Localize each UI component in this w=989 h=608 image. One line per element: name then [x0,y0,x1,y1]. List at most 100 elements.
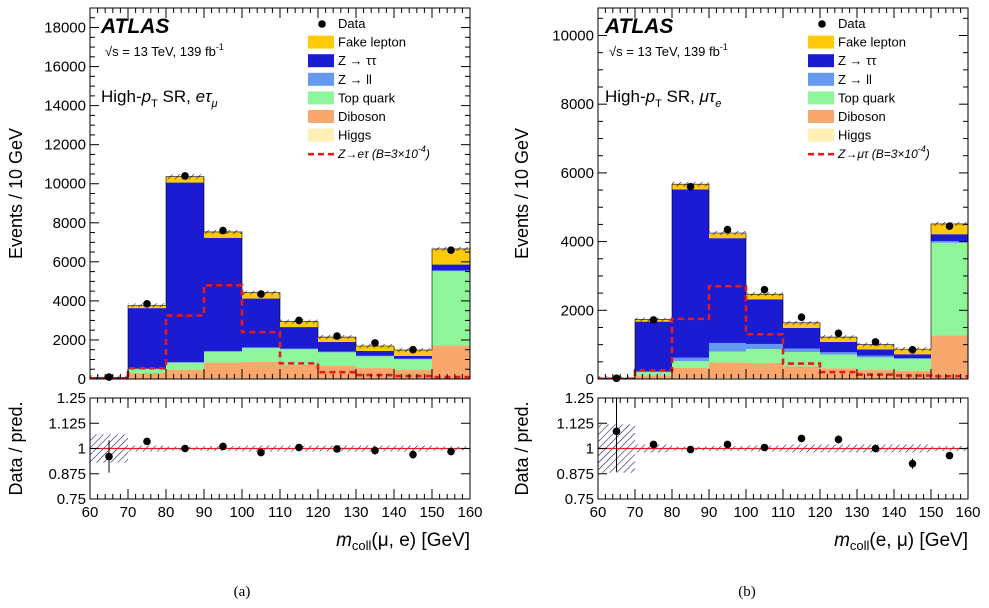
bar-segment [820,354,857,369]
energy-label: √s = 13 TeV, 139 fb-1 [105,42,224,59]
bar-segment [709,377,746,379]
bar-segment [166,362,204,363]
x-tick-label: 100 [733,504,758,521]
bar-segment [280,348,318,350]
ratio-y-tick-label: 0.875 [48,466,86,483]
ratio-y-axis-label: Data / pred. [6,401,26,495]
data-point [143,300,151,308]
ratio-point [945,451,954,460]
bar-segment [166,182,204,363]
bar-segment [356,346,394,351]
bar-segment [432,248,470,265]
data-point [181,172,189,180]
ratio-point [723,440,732,449]
bar-segment [318,352,356,367]
legend-label: Z → ττ [838,53,877,68]
bar-segment [709,342,746,352]
y-tick-label: 12000 [44,137,86,154]
bar-segment [242,347,280,349]
bar-segment [709,233,746,239]
x-tick-label: 130 [343,504,368,521]
x-tick-label: 150 [419,504,444,521]
bar-segment [746,294,783,300]
bar-segment [857,370,894,379]
bar-segment [394,370,432,379]
data-point [871,338,880,346]
ratio-point [181,444,189,453]
bar-segment [894,359,931,371]
ratio-content [598,398,968,473]
bar-segment [432,345,470,379]
caption-a: (a) [234,584,251,600]
bar-segment [242,348,280,362]
y-tick-label: 6000 [53,254,86,271]
data-point [649,316,658,324]
y-tick-label: 18000 [44,20,86,37]
data-point [612,374,621,383]
ratio-point [219,442,227,451]
legend-swatch [808,35,834,49]
bar-segment [820,337,857,342]
bar-segment [672,361,709,369]
data-point [105,373,113,381]
ratio-y-tick-label: 1.125 [48,415,86,432]
legend-swatch [308,54,334,68]
bar-segment [709,362,746,378]
experiment-label: ATLAS [100,15,169,38]
ratio-point [797,434,806,443]
bar-segment [204,351,242,363]
bar-segment [204,231,242,238]
ratio-y-tick-label: 1.125 [556,415,594,432]
x-tick-label: 110 [771,504,795,521]
y-tick-label: 2000 [561,302,594,319]
x-tick-label: 120 [807,504,832,521]
bar-segment [783,348,820,353]
stacked-bars [90,174,470,379]
bar-segment [128,369,166,373]
bar-segment [356,368,394,379]
bar-segment [672,189,709,358]
legend-label: Top quark [838,90,896,105]
bar-segment [931,242,968,336]
x-axis-label: mcoll(e, μ) [GeV] [834,530,968,553]
legend-swatch [308,128,334,142]
bar-segment [318,366,356,379]
bar-segment [394,358,432,360]
bar-segment [128,372,166,379]
legend-label: Diboson [338,109,386,124]
x-tick-label: 80 [664,504,681,521]
bar-segment [204,237,242,352]
x-tick-label: 110 [268,504,292,521]
legend-label: Top quark [338,90,396,105]
bar-segment [672,368,709,379]
ratio-point [143,437,151,446]
bar-segment [746,299,783,344]
data-point [333,332,341,340]
legend-swatch [808,128,834,142]
ratio-y-tick-label: 1.25 [565,390,594,407]
ratio-point [409,450,417,459]
x-tick-label: 70 [627,504,644,521]
bar-segment [356,350,394,356]
data-point [723,225,732,234]
x-tick-label: 130 [844,504,869,521]
data-point [409,345,417,354]
bar-segment [746,349,783,363]
legend-label: Z → ll [838,72,872,87]
ratio-panel: 0.75 0.875 1 1.125 1.25 Data / pred. [6,390,471,508]
y-tick-label: 16000 [44,59,86,76]
data-points [105,172,455,381]
bar-segment [242,361,280,379]
data-point [908,346,917,354]
bar-segment [635,375,672,379]
caption-b: (b) [738,584,756,600]
legend-label: Z→μτ (B=3×10-4) [837,144,930,161]
data-point [686,182,695,191]
bar-segment [746,362,783,379]
series-diboson [598,335,968,379]
ratio-point [649,440,658,449]
x-tick-label: 160 [457,504,482,521]
y-tick-label: 4000 [53,293,86,310]
legend: Data Fake lepton Z → ττ Z → ll Top quark Dibo… [308,16,430,161]
x-tick-label: 70 [120,504,137,521]
